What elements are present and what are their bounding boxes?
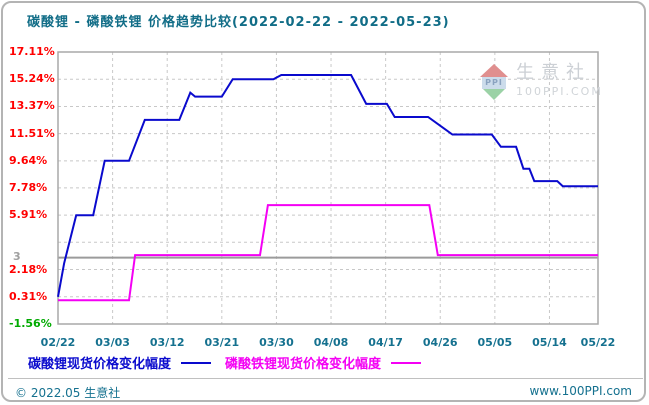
y-axis-label: 0.31% [9, 289, 48, 303]
plot-border [57, 51, 599, 325]
x-axis-label: 04/17 [368, 336, 403, 349]
x-axis-label: 03/12 [149, 336, 185, 349]
x-axis-label: 05/05 [477, 336, 513, 349]
x-axis-label: 05/14 [532, 336, 567, 349]
series-line-0 [57, 74, 598, 297]
x-axis-label: 02/22 [40, 336, 76, 349]
x-axis-label: 03/21 [204, 336, 240, 349]
chart-title: 碳酸锂 - 磷酸铁锂 价格趋势比较(2022-02-22 - 2022-05-2… [27, 15, 450, 30]
plot-svg [57, 51, 599, 325]
x-axis-label: 04/08 [313, 336, 349, 349]
y-axis-label: 15.24% [9, 72, 55, 86]
x-axis-label: 04/26 [422, 336, 458, 349]
copyright-text: © 2022.05 生意社 [15, 386, 121, 400]
site-url-link[interactable]: www.100PPI.com [529, 384, 632, 398]
legend: 碳酸锂现货价格变化幅度 磷酸铁锂现货价格变化幅度 [28, 353, 435, 372]
x-axis-label: 03/03 [95, 336, 130, 349]
y-axis-label: 9.64% [9, 153, 48, 167]
legend-label-iron-phosphate: 磷酸铁锂现货价格变化幅度 [225, 357, 382, 372]
y-axis-label: -1.56% [9, 317, 52, 330]
x-axis-label: 05/22 [580, 336, 616, 349]
footer-divider [8, 378, 643, 379]
x-axis-label: 03/30 [259, 336, 294, 349]
legend-line-sample-carbonate [181, 361, 212, 364]
series-line-1 [58, 204, 598, 302]
y-axis-label: 5.91% [9, 208, 48, 222]
legend-label-carbonate: 碳酸锂现货价格变化幅度 [28, 357, 172, 372]
legend-line-sample-iron-phosphate [391, 361, 422, 364]
y-axis-label: 11.51% [9, 126, 55, 140]
y-axis-label: 2.18% [9, 262, 48, 276]
reference-line-label: 3 [13, 249, 21, 263]
y-axis-label: 13.37% [9, 99, 55, 113]
y-axis-label: 17.11% [9, 45, 55, 58]
y-axis-label: 7.78% [9, 180, 48, 194]
